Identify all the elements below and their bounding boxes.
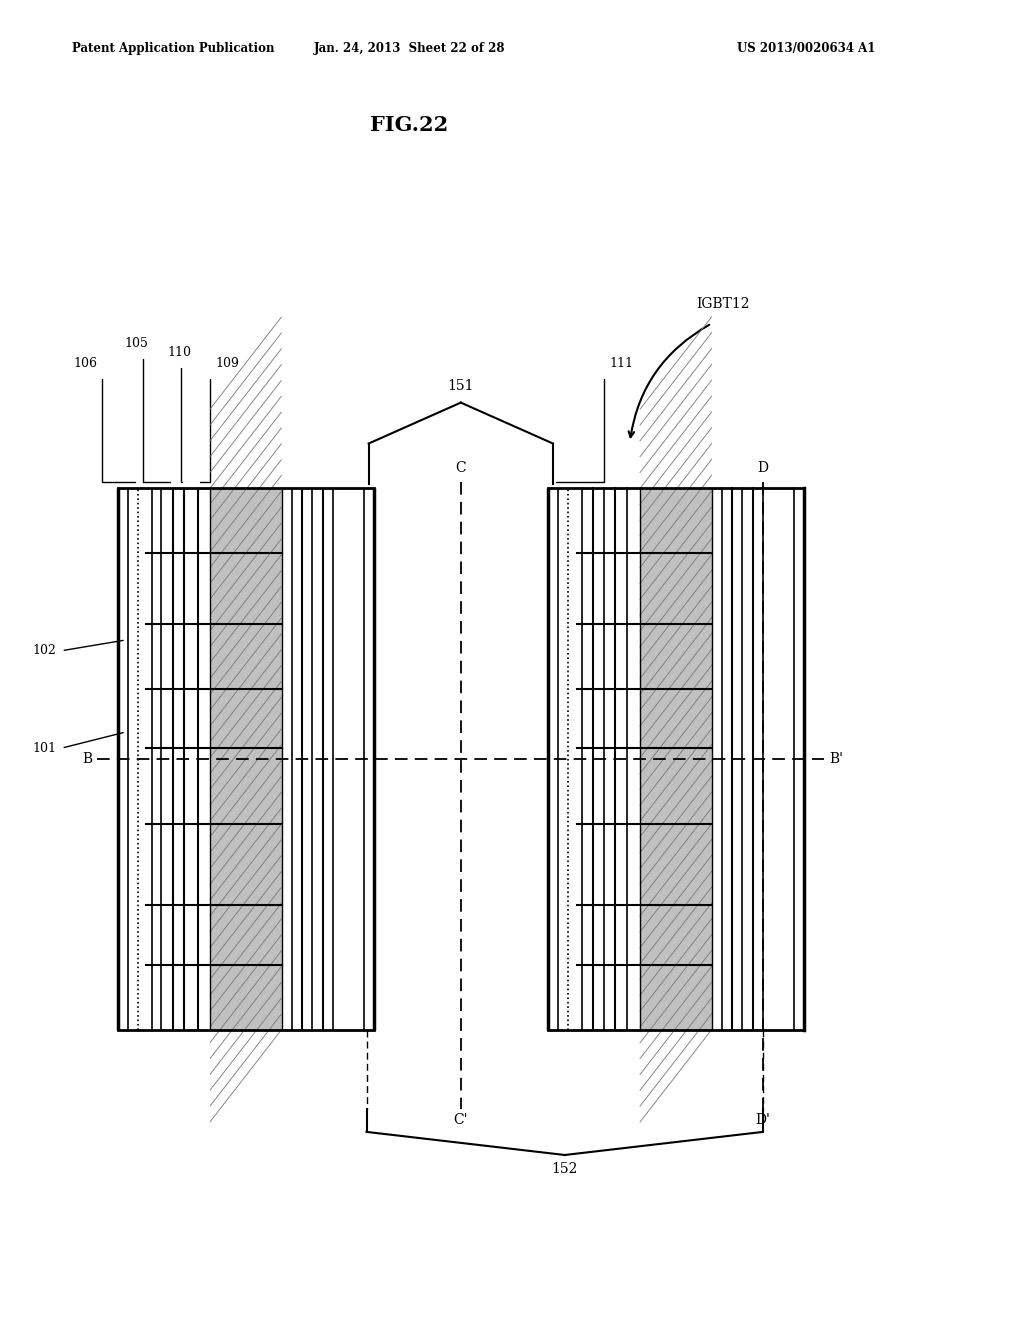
- Bar: [640, 488, 712, 1030]
- Text: C: C: [456, 461, 466, 475]
- Bar: [210, 488, 282, 1030]
- Text: 101: 101: [33, 742, 56, 755]
- Text: 152: 152: [552, 1162, 578, 1176]
- Text: 105: 105: [124, 337, 148, 350]
- Text: Patent Application Publication: Patent Application Publication: [72, 42, 274, 55]
- Bar: [548, 488, 804, 1030]
- Bar: [118, 488, 374, 1030]
- Bar: [548, 488, 804, 1030]
- Text: Jan. 24, 2013  Sheet 22 of 28: Jan. 24, 2013 Sheet 22 of 28: [313, 42, 506, 55]
- Text: 110: 110: [167, 346, 191, 359]
- Text: B': B': [829, 752, 844, 766]
- Text: 151: 151: [447, 379, 474, 393]
- Text: C': C': [454, 1113, 468, 1127]
- Text: IGBT12: IGBT12: [696, 297, 750, 310]
- Text: D: D: [758, 461, 768, 475]
- Text: 106: 106: [74, 356, 97, 370]
- Text: B: B: [82, 752, 92, 766]
- Text: US 2013/0020634 A1: US 2013/0020634 A1: [737, 42, 876, 55]
- Text: 102: 102: [33, 644, 56, 657]
- Text: 109: 109: [215, 356, 239, 370]
- Bar: [118, 488, 374, 1030]
- Text: FIG.22: FIG.22: [371, 115, 449, 136]
- Text: 111: 111: [609, 356, 633, 370]
- Text: D': D': [756, 1113, 770, 1127]
